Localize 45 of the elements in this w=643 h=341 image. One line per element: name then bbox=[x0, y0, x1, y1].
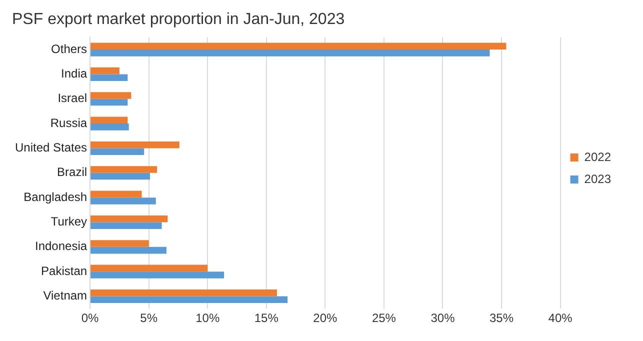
y-tick-label: Pakistan bbox=[41, 264, 88, 278]
bar bbox=[90, 50, 490, 56]
y-tick-label: United States bbox=[14, 140, 88, 155]
y-tick-label: Indonesia bbox=[34, 239, 88, 254]
legend-label: 2022 bbox=[584, 150, 612, 164]
bar bbox=[90, 166, 158, 173]
x-tick-label: 15% bbox=[254, 311, 279, 326]
y-tick-label: Bangladesh bbox=[24, 190, 88, 204]
bar bbox=[90, 272, 224, 278]
bar bbox=[90, 92, 132, 99]
legend-label: 2023 bbox=[584, 172, 612, 186]
y-tick-label: Others bbox=[51, 42, 88, 56]
y-tick-label: Israel bbox=[58, 91, 88, 106]
bar bbox=[90, 198, 156, 204]
x-tick-label: 0% bbox=[81, 311, 100, 326]
chart-title: PSF export market proportion in Jan-Jun, 2023 bbox=[12, 11, 345, 28]
bar bbox=[90, 240, 149, 247]
x-tick-label: 30% bbox=[430, 311, 456, 326]
bar bbox=[90, 222, 162, 230]
y-tick-label: Russia bbox=[50, 116, 88, 130]
bar bbox=[90, 215, 168, 222]
bar bbox=[90, 67, 120, 74]
bar bbox=[90, 42, 506, 50]
bar bbox=[90, 124, 129, 130]
y-tick-label: Brazil bbox=[57, 165, 88, 180]
bar bbox=[90, 264, 208, 272]
bar bbox=[90, 74, 128, 81]
bar bbox=[90, 172, 150, 180]
x-tick-label: 40% bbox=[548, 311, 573, 326]
bar bbox=[90, 190, 142, 198]
x-tick-label: 10% bbox=[196, 311, 220, 326]
bar bbox=[90, 289, 277, 296]
x-tick-label: 25% bbox=[372, 311, 396, 326]
x-tick-label: 35% bbox=[490, 311, 514, 326]
x-tick-label: 5% bbox=[140, 311, 158, 326]
y-tick-label: Vietnam bbox=[43, 288, 88, 303]
bar bbox=[90, 98, 128, 106]
x-tick-label: 20% bbox=[313, 311, 338, 326]
bar bbox=[90, 296, 288, 304]
bar bbox=[90, 141, 180, 148]
y-tick-label: Turkey bbox=[50, 214, 88, 229]
bar bbox=[90, 246, 166, 254]
bar bbox=[90, 148, 144, 156]
y-tick-label: India bbox=[61, 66, 88, 81]
bar bbox=[90, 116, 128, 124]
